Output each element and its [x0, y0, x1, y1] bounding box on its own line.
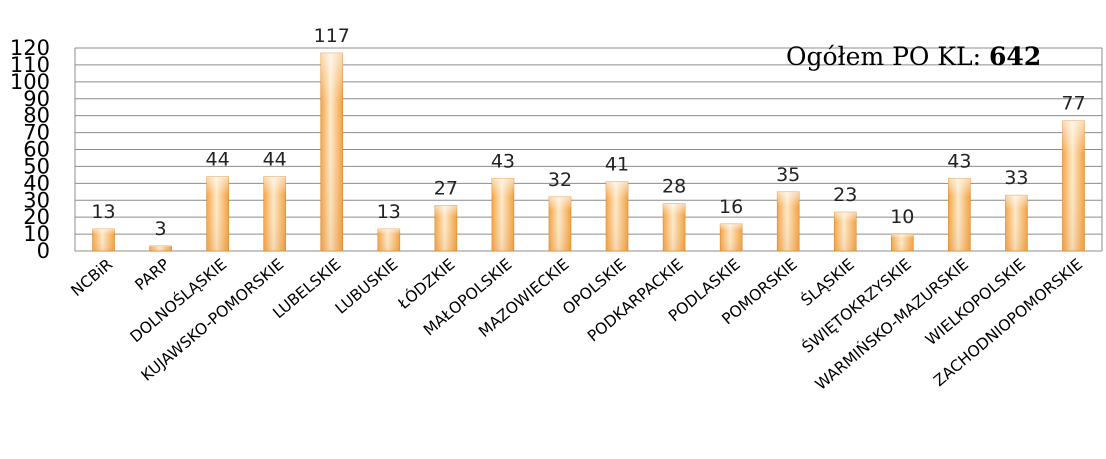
y-tick-label: 70: [23, 121, 50, 145]
data-label: 27: [434, 177, 458, 199]
data-label: 28: [662, 176, 686, 198]
bar-highlight: [206, 176, 229, 251]
y-tick-label: 20: [23, 205, 50, 229]
data-label: 16: [719, 196, 743, 218]
bars: [92, 52, 1085, 252]
data-label: 41: [605, 154, 629, 176]
x-axis-labels: NCBiR PARPDOLNOŚLĄSKIEKUJAWSKO-POMORSKIEL…: [68, 255, 1086, 394]
data-label: 35: [776, 164, 800, 186]
y-tick-label: 60: [23, 138, 50, 162]
x-tick-label: NCBiR: [68, 255, 117, 300]
total-label: Ogółem PO KL:: [786, 42, 982, 71]
data-label: 77: [1061, 93, 1085, 115]
data-label: 13: [91, 201, 115, 223]
x-tick-label: WIELKOPOLSKIE: [922, 255, 1029, 349]
bar-highlight: [434, 205, 457, 251]
data-label: 43: [947, 150, 971, 172]
total-value: 642: [989, 42, 1042, 71]
bar-highlight: [891, 234, 914, 251]
bar-highlight: [377, 229, 400, 251]
bar-highlight: [663, 203, 686, 251]
bar-highlight: [491, 178, 514, 251]
y-tick-label: 100: [10, 70, 50, 94]
y-tick-label: 120: [10, 36, 50, 60]
bar-highlight: [777, 191, 800, 251]
bar-highlight: [834, 212, 857, 251]
data-label: 23: [833, 184, 857, 206]
y-tick-label: 90: [23, 87, 50, 111]
bar-highlight: [320, 53, 343, 252]
x-tick-label: DOLNOŚLĄSKIE: [126, 255, 230, 347]
x-tick-label: PODKARPACKIE: [584, 255, 687, 345]
bar-highlight: [948, 178, 971, 251]
data-label: 117: [314, 25, 350, 47]
y-tick-label: 80: [23, 104, 50, 128]
x-tick-label: PARP: [132, 255, 174, 294]
data-label: 3: [155, 218, 167, 240]
bar-highlight: [606, 181, 629, 251]
bar-highlight: [720, 223, 743, 251]
y-tick-label: 0: [37, 239, 50, 263]
bar-highlight: [1005, 195, 1028, 251]
data-label: 44: [206, 149, 230, 171]
y-tick-label: 40: [23, 171, 50, 195]
x-tick-label: LUBUSKIE: [332, 255, 401, 317]
bar-highlight: [548, 196, 571, 251]
data-label: 10: [890, 206, 914, 228]
total-annotation: Ogółem PO KL: 642: [786, 42, 1041, 71]
y-tick-label: 110: [10, 53, 50, 77]
y-tick-label: 10: [23, 222, 50, 246]
data-label: 13: [377, 201, 401, 223]
bar-highlight: [263, 176, 286, 251]
data-label: 44: [263, 149, 287, 171]
bar-highlight: [92, 229, 115, 251]
y-tick-label: 30: [23, 188, 50, 212]
y-tick-label: 50: [23, 154, 50, 178]
data-label: 43: [491, 150, 515, 172]
data-labels: 13 3 44 44 117 13 27 43 32 41 28 16 35 23 10 43 33 77: [91, 25, 1085, 240]
data-label: 33: [1004, 167, 1028, 189]
bar-highlight: [1062, 120, 1085, 251]
data-label: 32: [548, 169, 572, 191]
bar-highlight: [149, 245, 172, 251]
gridlines: [74, 47, 1103, 252]
